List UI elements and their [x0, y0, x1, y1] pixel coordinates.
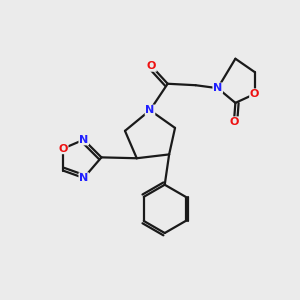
Text: O: O: [250, 89, 259, 99]
Text: N: N: [79, 173, 88, 183]
Text: O: O: [58, 143, 68, 154]
Text: N: N: [79, 135, 88, 145]
Text: O: O: [147, 61, 156, 71]
Text: O: O: [229, 117, 239, 127]
Text: N: N: [213, 83, 222, 93]
Text: N: N: [146, 105, 154, 115]
